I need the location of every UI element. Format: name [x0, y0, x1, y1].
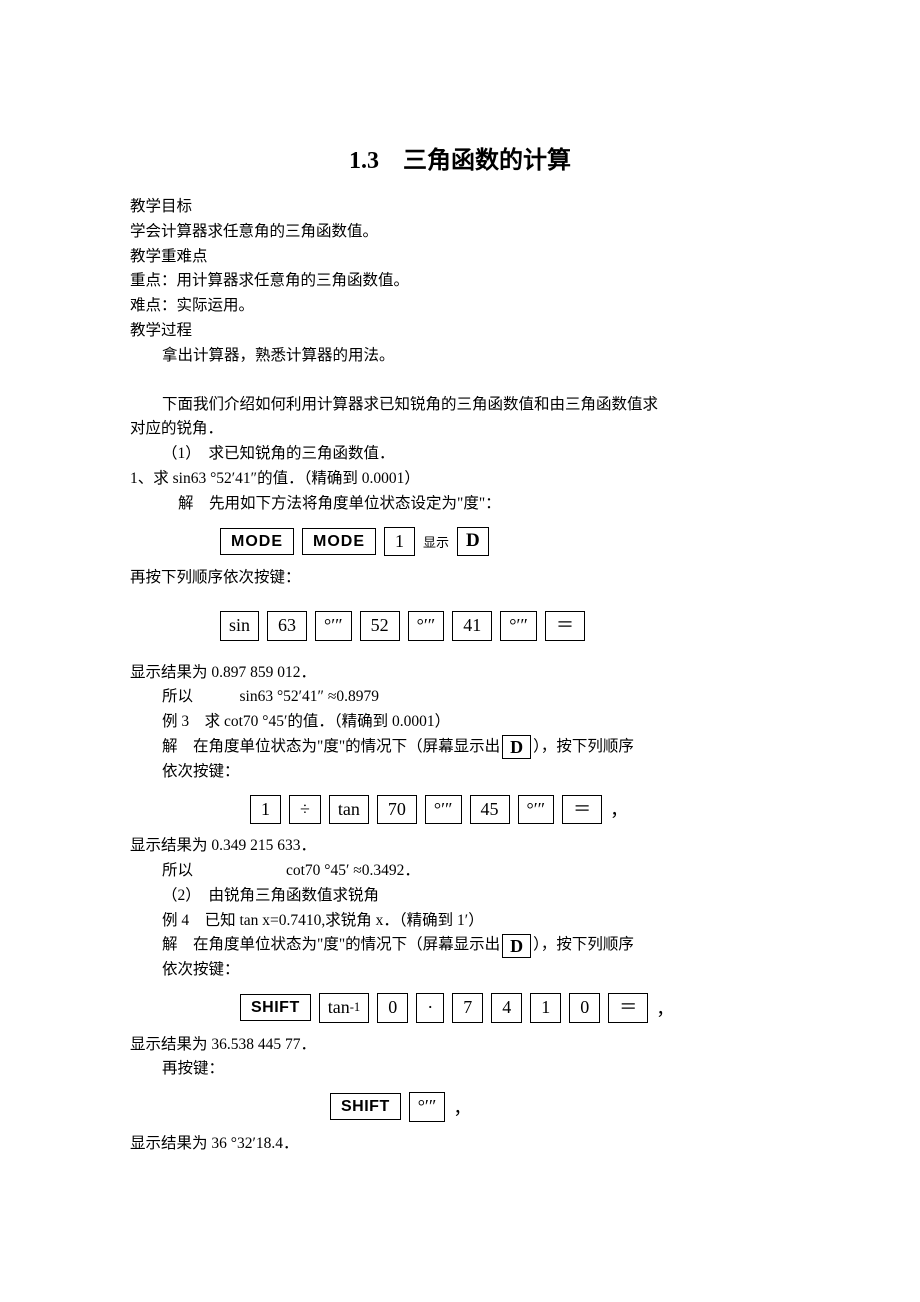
example3-answer: 所以 cot70 °45′ ≈0.3492． — [130, 859, 790, 884]
key-dms-convert: °′″ — [409, 1092, 446, 1122]
page-title: 1.3 三角函数的计算 — [130, 140, 790, 175]
key-tan-inv: tan-1 — [319, 993, 370, 1023]
intro-line-b: 对应的锐角． — [130, 417, 790, 442]
key-D: D — [457, 527, 489, 556]
key-equals-3: ＝ — [608, 993, 648, 1023]
key-0a: 0 — [377, 993, 408, 1023]
inline-D-2: D — [502, 934, 531, 958]
key-row-mode: MODE MODE 1 显示 D — [130, 527, 790, 557]
key-equals: ＝ — [545, 611, 585, 641]
example1-step1: 解 先用如下方法将角度单位状态设定为"度"： — [130, 492, 790, 517]
part-2-label: （2） 由锐角三角函数值求锐角 — [130, 884, 790, 909]
key-dms-2: °′″ — [408, 611, 445, 641]
example1-step2: 再按下列顺序依次按键： — [130, 566, 790, 591]
example1-answer: 所以 sin63 °52′41″ ≈0.8979 — [130, 685, 790, 710]
example3-problem: 例 3 求 cot70 °45′的值．（精确到 0.0001） — [130, 710, 790, 735]
key-4: 4 — [491, 993, 522, 1023]
intro-line-a: 下面我们介绍如何利用计算器求已知锐角的三角函数值和由三角函数值求 — [130, 393, 790, 418]
key-equals-2: ＝ — [562, 795, 602, 825]
example4-step1-c: 依次按键： — [130, 958, 790, 983]
key-dms-1: °′″ — [315, 611, 352, 641]
label-display: 显示 — [423, 532, 449, 551]
comma-2: ， — [656, 995, 674, 1021]
key-row-dms-convert: SHIFT °′″ ， — [130, 1092, 790, 1122]
example4-step1-line: 解 在角度单位状态为"度"的情况下（屏幕显示出 D ），按下列顺序 — [130, 933, 790, 958]
example4-step1-a: 解 在角度单位状态为"度"的情况下（屏幕显示出 — [162, 933, 500, 958]
process-step1: 拿出计算器，熟悉计算器的用法。 — [130, 344, 790, 369]
key-row-cot: 1 ÷ tan 70 °′″ 45 °′″ ＝ ， — [130, 795, 790, 825]
key-row-sin: sin 63 °′″ 52 °′″ 41 °′″ ＝ — [130, 611, 790, 641]
key-7: 7 — [452, 993, 483, 1023]
key-divide: ÷ — [289, 795, 321, 825]
example4-step2: 再按键： — [130, 1057, 790, 1082]
section-process-label: 教学过程 — [130, 319, 790, 344]
key-1b: 1 — [530, 993, 561, 1023]
key-dms-5: °′″ — [518, 795, 555, 825]
comma-1: ， — [610, 796, 628, 822]
example1-result: 显示结果为 0.897 859 012． — [130, 661, 790, 686]
inline-D-1: D — [502, 735, 531, 759]
example1-problem: 1、求 sin63 °52′41″的值．（精确到 0.0001） — [130, 467, 790, 492]
example3-result: 显示结果为 0.349 215 633． — [130, 834, 790, 859]
key-shift-2: SHIFT — [330, 1093, 401, 1120]
key-dot: · — [416, 993, 444, 1023]
key-63: 63 — [267, 611, 307, 641]
key-dms-4: °′″ — [425, 795, 462, 825]
key-0b: 0 — [569, 993, 600, 1023]
key-tan: tan — [329, 795, 369, 825]
key-41: 41 — [452, 611, 492, 641]
objective-text: 学会计算器求任意角的三角函数值。 — [130, 220, 790, 245]
example4-problem: 例 4 已知 tan x=0.7410,求锐角 x．（精确到 1′） — [130, 909, 790, 934]
key-row-inv: SHIFT tan-1 0 · 7 4 1 0 ＝ ， — [130, 993, 790, 1023]
key-dms-3: °′″ — [500, 611, 537, 641]
key-one: 1 — [250, 795, 281, 825]
key-45: 45 — [470, 795, 510, 825]
difficulty-point2: 难点：实际运用。 — [130, 294, 790, 319]
section-objective-label: 教学目标 — [130, 195, 790, 220]
section-difficulty-label: 教学重难点 — [130, 245, 790, 270]
example4-result2: 显示结果为 36 °32′18.4． — [130, 1132, 790, 1157]
key-mode-2: MODE — [302, 528, 376, 555]
key-sin: sin — [220, 611, 259, 641]
example3-step1-c: 依次按键： — [130, 760, 790, 785]
example3-step1-b: ），按下列顺序 — [533, 735, 634, 760]
key-1: 1 — [384, 527, 415, 557]
key-70: 70 — [377, 795, 417, 825]
difficulty-point1: 重点：用计算器求任意角的三角函数值。 — [130, 269, 790, 294]
part-1-label: （1） 求已知锐角的三角函数值． — [130, 442, 790, 467]
key-mode-1: MODE — [220, 528, 294, 555]
comma-3: ， — [453, 1094, 471, 1120]
example4-result: 显示结果为 36.538 445 77． — [130, 1033, 790, 1058]
example3-step1-a: 解 在角度单位状态为"度"的情况下（屏幕显示出 — [162, 735, 500, 760]
example4-step1-b: ），按下列顺序 — [533, 933, 634, 958]
example3-step1-line: 解 在角度单位状态为"度"的情况下（屏幕显示出 D ），按下列顺序 — [130, 735, 790, 760]
key-shift-1: SHIFT — [240, 994, 311, 1021]
key-52: 52 — [360, 611, 400, 641]
